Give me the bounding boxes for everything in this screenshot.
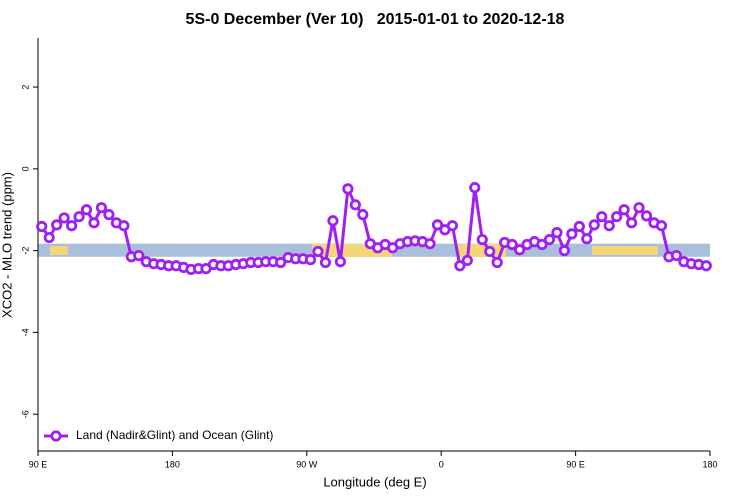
point [103,209,115,221]
point [588,219,600,231]
point [476,233,488,246]
point [66,220,78,232]
x-tick-label: 180 [702,459,717,469]
point [543,233,556,246]
point [304,254,317,266]
point [424,238,436,250]
y-tick-label: -2 [20,247,30,255]
point [327,215,339,227]
point [633,202,645,214]
x-tick-label: 180 [165,459,180,469]
point [80,204,93,216]
point [581,233,593,245]
point [558,245,571,257]
x-tick-label: 90 E [29,459,48,469]
y-tick-label: 0 [20,166,30,171]
point [484,245,496,258]
point [51,219,63,231]
land-patch [50,246,68,255]
point [43,231,55,244]
x-tick-label: 90 E [566,459,585,469]
point [596,211,608,223]
point [88,217,100,229]
point [670,249,683,262]
point [446,220,458,232]
x-axis-label: Longitude (deg E) [323,474,426,489]
legend-marker [50,430,62,442]
y-tick-label: -4 [20,328,30,336]
land-patch [592,246,658,255]
point [357,209,369,221]
point [506,238,518,251]
point [95,202,108,214]
legend-label: Land (Nadir&Glint) and Ocean (Glint) [76,428,273,442]
y-tick-label: 2 [20,85,30,90]
point [319,256,332,269]
point [611,211,623,223]
point [551,227,563,239]
point [118,220,130,232]
y-tick-label: -6 [20,410,30,418]
point [618,204,630,216]
point [461,254,473,267]
chart-title: 5S-0 December (Ver 10) 2015-01-01 to 202… [186,11,565,28]
x-tick-label: 0 [439,459,444,469]
point [513,244,526,256]
point [275,256,287,269]
point [640,210,653,222]
point [491,256,503,269]
point [655,220,668,232]
point [342,183,354,195]
point [573,220,585,233]
point [133,249,145,262]
point [603,220,615,232]
point [625,217,638,229]
point [431,219,444,231]
x-tick-label: 90 W [296,459,318,469]
point [36,220,48,233]
point [469,182,481,194]
point [58,212,70,224]
point [454,260,466,272]
point [73,211,85,223]
point [334,256,346,268]
point [536,238,548,251]
point [700,260,712,272]
point [349,199,361,211]
point [566,228,578,240]
y-axis-label: XCO2 - MLO trend (ppm) [0,172,14,318]
point [312,245,324,258]
